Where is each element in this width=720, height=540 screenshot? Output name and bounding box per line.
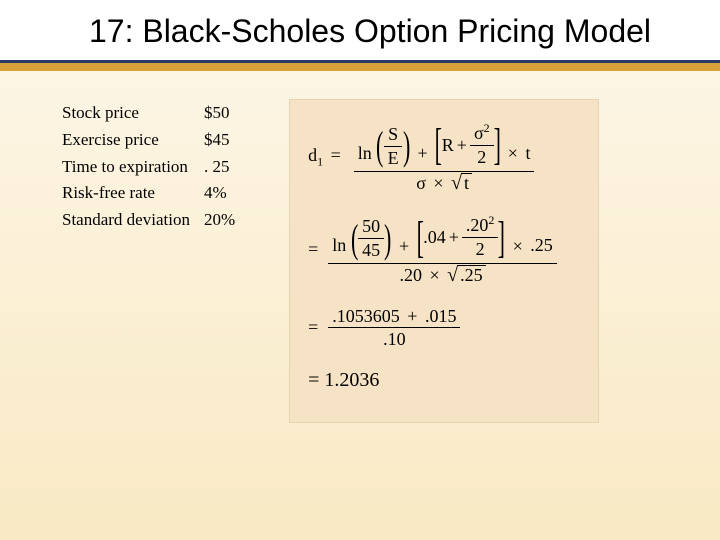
parameters-table: Stock price $50 Exercise price $45 Time … — [60, 99, 249, 234]
slide-title: 17: Black-Scholes Option Pricing Model — [60, 12, 680, 50]
param-label: Exercise price — [62, 128, 202, 153]
eq1-denominator: σ × √t — [412, 172, 476, 195]
equation-4: = 1.2036 — [308, 369, 580, 392]
eq2-main-fraction: ln ( 50 45 ) + [ .04 + — [328, 212, 556, 286]
eq1-lhs: d1 = — [308, 145, 344, 170]
rule-gold — [0, 63, 720, 71]
S-symbol: S — [384, 123, 402, 147]
t-symbol: t — [525, 143, 530, 163]
d-symbol: d — [308, 145, 317, 165]
table-row: Standard deviation 20% — [62, 208, 247, 233]
eq1-main-fraction: ln ( S E ) + [ R + — [354, 120, 535, 194]
eq-sign: = — [308, 239, 318, 260]
param-label: Risk-free rate — [62, 181, 202, 206]
eq-sign: = — [308, 317, 318, 338]
sigma-symbol: σ — [416, 173, 426, 193]
equation-3: = .1053605 + .015 .10 — [308, 305, 580, 351]
equation-2: = ln ( 50 45 ) + [ .04 — [308, 212, 580, 286]
result-value: 1.2036 — [324, 369, 379, 391]
eq1-numerator: ln ( S E ) + [ R + — [354, 120, 535, 171]
param-label: Stock price — [62, 101, 202, 126]
eq2-denominator: .20 × √.25 — [395, 264, 489, 287]
param-value: . 25 — [204, 155, 247, 180]
content-area: Stock price $50 Exercise price $45 Time … — [0, 71, 720, 443]
param-label: Standard deviation — [62, 208, 202, 233]
table-row: Stock price $50 — [62, 101, 247, 126]
eq3-fraction: .1053605 + .015 .10 — [328, 305, 460, 351]
param-value: $50 — [204, 101, 247, 126]
table-row: Exercise price $45 — [62, 128, 247, 153]
param-value: $45 — [204, 128, 247, 153]
sigma-symbol: σ — [474, 123, 484, 143]
equation-1: d1 = ln ( S E ) + [ — [308, 120, 580, 194]
eq2-numerator: ln ( 50 45 ) + [ .04 + — [328, 212, 556, 263]
slide-header: 17: Black-Scholes Option Pricing Model — [0, 0, 720, 60]
param-value: 4% — [204, 181, 247, 206]
table-row: Risk-free rate 4% — [62, 181, 247, 206]
param-value: 20% — [204, 208, 247, 233]
d-subscript: 1 — [317, 155, 323, 169]
parameters-list: Stock price $50 Exercise price $45 Time … — [60, 99, 249, 423]
table-row: Time to expiration . 25 — [62, 155, 247, 180]
eq-sign: = — [308, 369, 319, 391]
formula-box: d1 = ln ( S E ) + [ — [289, 99, 599, 423]
E-symbol: E — [384, 147, 403, 170]
R-symbol: R — [442, 135, 454, 156]
ln-symbol: ln — [358, 143, 372, 163]
param-label: Time to expiration — [62, 155, 202, 180]
